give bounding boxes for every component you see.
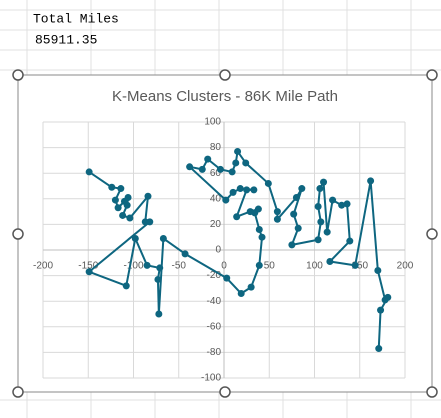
point — [258, 233, 266, 241]
x-tick-label: -200 — [33, 261, 53, 272]
point — [237, 290, 245, 298]
point — [236, 185, 244, 193]
point — [290, 210, 298, 218]
y-tick-label: 100 — [204, 117, 221, 128]
point — [85, 168, 93, 176]
cell-label: Total Miles — [33, 11, 119, 26]
point — [198, 165, 206, 173]
point — [85, 268, 93, 276]
point — [124, 194, 132, 202]
point — [246, 208, 254, 216]
x-tick-label: 50 — [264, 261, 276, 272]
point — [255, 261, 263, 269]
y-tick-label: 60 — [210, 168, 222, 179]
point — [375, 345, 383, 353]
point — [186, 163, 194, 171]
y-tick-label: -80 — [207, 347, 222, 358]
point — [384, 293, 392, 301]
point — [346, 237, 354, 245]
point — [223, 274, 231, 282]
point — [159, 234, 167, 242]
point — [126, 214, 134, 222]
x-tick-label: -150 — [78, 261, 98, 272]
chart-frame[interactable] — [17, 74, 433, 393]
point — [146, 218, 154, 226]
point — [122, 282, 130, 290]
y-tick-label: 20 — [210, 219, 222, 230]
x-tick-label: 200 — [397, 261, 414, 272]
point — [243, 186, 251, 194]
point — [144, 192, 152, 200]
point — [119, 211, 127, 219]
point — [123, 201, 131, 209]
point — [155, 310, 163, 318]
point — [114, 204, 122, 212]
y-tick-label: -100 — [201, 373, 221, 384]
point — [317, 218, 325, 226]
point — [250, 186, 258, 194]
point — [232, 159, 240, 167]
y-tick-label: 0 — [215, 245, 221, 256]
point — [329, 196, 337, 204]
point — [234, 147, 242, 155]
point — [156, 264, 164, 272]
y-tick-label: 40 — [210, 193, 222, 204]
point — [143, 261, 151, 269]
point — [273, 208, 281, 216]
point — [351, 261, 359, 269]
x-tick-label: 150 — [351, 261, 368, 272]
cell-value: 85911.35 — [35, 32, 97, 47]
point — [254, 205, 262, 213]
point — [111, 196, 119, 204]
y-tick-label: -60 — [207, 321, 222, 332]
point — [255, 226, 263, 234]
point — [108, 183, 116, 191]
point — [343, 200, 351, 208]
point — [247, 283, 255, 291]
point — [338, 201, 346, 209]
point — [367, 177, 375, 185]
point — [204, 155, 212, 163]
y-tick-label: -40 — [207, 296, 222, 307]
handles — [12, 69, 438, 398]
point — [216, 165, 224, 173]
point — [181, 250, 189, 258]
point — [242, 159, 250, 167]
y-tick-label: -20 — [207, 270, 222, 281]
point — [320, 178, 328, 186]
point — [233, 213, 241, 221]
point — [222, 196, 230, 204]
point — [131, 234, 139, 242]
point — [294, 224, 302, 232]
y-tick-label: 80 — [210, 142, 222, 153]
x-tick-label: -100 — [123, 261, 143, 272]
point — [117, 185, 125, 193]
point — [229, 188, 237, 196]
point — [264, 179, 272, 187]
point — [374, 266, 382, 274]
x-tick-label: 100 — [306, 261, 323, 272]
point — [314, 236, 322, 244]
chart-title: K-Means Clusters - 86K Mile Path — [112, 88, 338, 105]
point — [316, 185, 324, 193]
point — [377, 306, 385, 314]
point — [314, 202, 322, 210]
x-tick-label: 0 — [221, 261, 227, 272]
point — [326, 258, 334, 266]
x-tick-label: -50 — [172, 261, 187, 272]
point — [298, 185, 306, 193]
point — [288, 241, 296, 249]
point — [323, 228, 331, 236]
point — [292, 194, 300, 202]
point — [228, 168, 236, 176]
point — [154, 275, 162, 283]
point — [273, 215, 281, 223]
